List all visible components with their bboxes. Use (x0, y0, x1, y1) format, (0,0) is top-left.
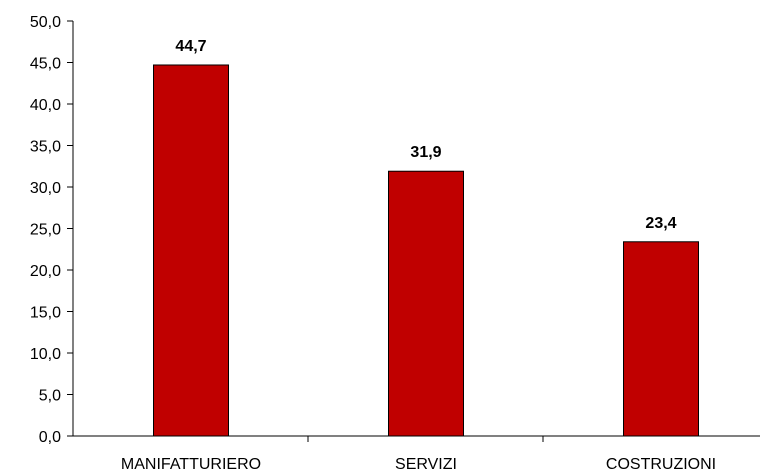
x-category-label: MANIFATTURIERO (121, 456, 261, 473)
y-axis: 0,0 5,0 10,0 15,0 20,0 25,0 30,0 35,0 40,0 45,0 50… (30, 14, 74, 446)
y-tick-label: 50,0 (30, 14, 61, 31)
y-tick-label: 35,0 (30, 139, 61, 156)
data-labels: 44,7 31,9 23,4 (175, 38, 676, 232)
bar-value-label: 31,9 (410, 144, 441, 161)
y-tick-label: 10,0 (30, 346, 61, 363)
y-tick-label: 25,0 (30, 222, 61, 239)
bar (623, 241, 699, 437)
y-tick-label: 30,0 (30, 180, 61, 197)
y-tick-label: 40,0 (30, 97, 61, 114)
y-tick-label: 5,0 (39, 388, 61, 405)
bar (388, 170, 464, 437)
bars (153, 64, 699, 437)
x-axis: MANIFATTURIERO SERVIZI COSTRUZIONI (73, 435, 760, 473)
y-tick-label: 20,0 (30, 263, 61, 280)
y-tick-label: 15,0 (30, 305, 61, 322)
x-category-label: COSTRUZIONI (606, 456, 716, 473)
bar (153, 64, 229, 437)
y-tick-label: 0,0 (39, 429, 61, 446)
bar-value-label: 44,7 (175, 38, 206, 55)
y-tick-label: 45,0 (30, 56, 61, 73)
x-category-label: SERVIZI (395, 456, 457, 473)
bar-value-label: 23,4 (645, 215, 676, 232)
